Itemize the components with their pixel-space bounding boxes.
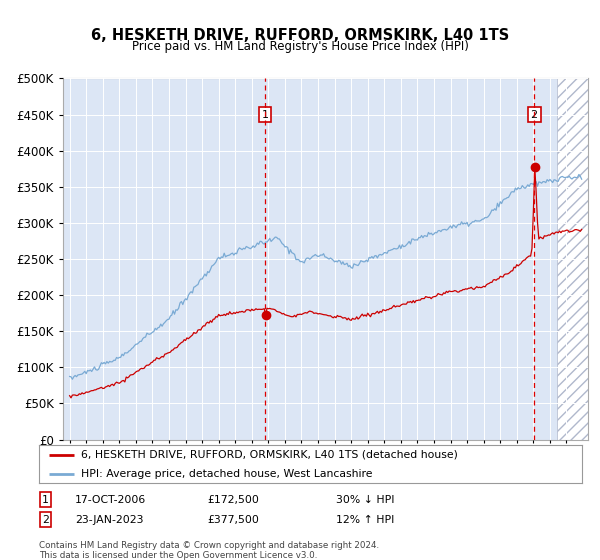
Bar xyxy=(557,78,588,440)
Text: HPI: Average price, detached house, West Lancashire: HPI: Average price, detached house, West… xyxy=(82,469,373,479)
Text: 23-JAN-2023: 23-JAN-2023 xyxy=(75,515,143,525)
Text: 17-OCT-2006: 17-OCT-2006 xyxy=(75,494,146,505)
Text: 30% ↓ HPI: 30% ↓ HPI xyxy=(336,494,395,505)
Text: 1: 1 xyxy=(42,494,49,505)
Text: £377,500: £377,500 xyxy=(207,515,259,525)
Text: 2: 2 xyxy=(530,110,538,119)
Text: 12% ↑ HPI: 12% ↑ HPI xyxy=(336,515,394,525)
Text: 2: 2 xyxy=(42,515,49,525)
Text: Contains HM Land Registry data © Crown copyright and database right 2024.
This d: Contains HM Land Registry data © Crown c… xyxy=(39,541,379,560)
Text: £172,500: £172,500 xyxy=(207,494,259,505)
Text: 6, HESKETH DRIVE, RUFFORD, ORMSKIRK, L40 1TS: 6, HESKETH DRIVE, RUFFORD, ORMSKIRK, L40… xyxy=(91,28,509,43)
Text: 1: 1 xyxy=(262,110,269,119)
Text: 6, HESKETH DRIVE, RUFFORD, ORMSKIRK, L40 1TS (detached house): 6, HESKETH DRIVE, RUFFORD, ORMSKIRK, L40… xyxy=(82,450,458,460)
Text: Price paid vs. HM Land Registry's House Price Index (HPI): Price paid vs. HM Land Registry's House … xyxy=(131,40,469,53)
